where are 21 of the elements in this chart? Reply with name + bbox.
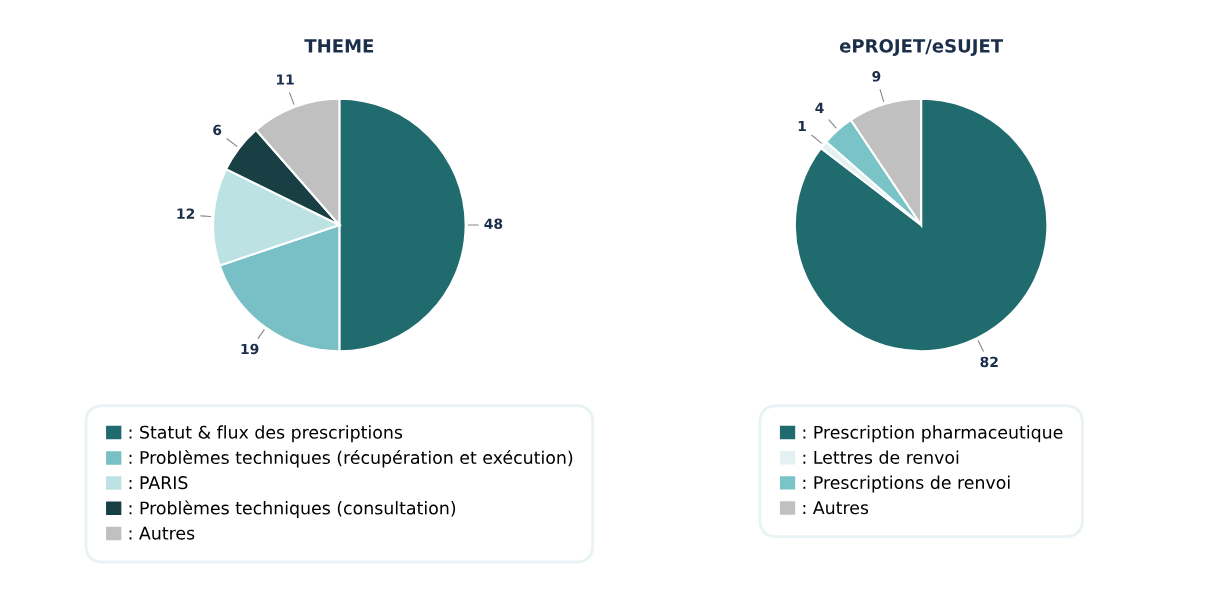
legend-label: : Problèmes techniques (récupération et exécution) — [129, 449, 573, 468]
pie-slice — [793, 97, 1049, 353]
legend-label: : Lettres de renvoi — [803, 450, 959, 464]
data-label: 4 — [815, 102, 824, 113]
chart-title: ePROJET/eSUJET — [839, 39, 1004, 57]
legend-label: : Autres — [129, 526, 195, 540]
data-label: 9 — [872, 71, 881, 82]
data-label: 48 — [484, 218, 503, 229]
legend-label: : Autres — [803, 501, 869, 515]
legend-label: : Prescriptions de renvoi — [803, 475, 1010, 493]
data-label: 82 — [980, 356, 998, 368]
chart-title: THEME — [304, 39, 374, 53]
data-label: 12 — [177, 208, 195, 219]
data-label: 11 — [277, 74, 294, 85]
legend-label: : PARIS — [129, 476, 188, 490]
data-label: 6 — [213, 124, 222, 136]
legend-label: : Problèmes techniques (consultation) — [129, 500, 456, 518]
legend-label: : Statut & flux des prescriptions — [129, 425, 403, 443]
legend-label: : Prescription pharmaceutique — [803, 425, 1063, 443]
data-label: 19 — [241, 343, 259, 355]
data-label: 1 — [798, 120, 806, 132]
